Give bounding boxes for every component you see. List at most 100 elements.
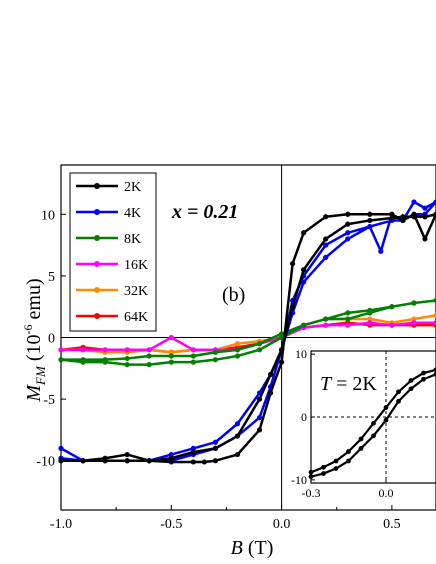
data-point bbox=[345, 211, 351, 217]
data-point bbox=[411, 300, 417, 306]
data-point bbox=[168, 353, 174, 359]
legend-marker bbox=[94, 261, 100, 267]
data-point bbox=[234, 433, 241, 439]
data-point bbox=[190, 445, 196, 451]
data-point bbox=[323, 236, 329, 242]
inset-data-point bbox=[433, 371, 436, 377]
inset-y-tick-label: 0 bbox=[301, 410, 307, 424]
data-point bbox=[345, 230, 351, 236]
data-point bbox=[234, 353, 241, 359]
data-point bbox=[367, 320, 373, 326]
data-point bbox=[367, 224, 373, 230]
data-point bbox=[411, 199, 417, 205]
data-point bbox=[301, 279, 307, 285]
inset-data-point bbox=[396, 389, 401, 395]
data-point bbox=[389, 304, 395, 310]
legend-label: 16K bbox=[124, 258, 148, 273]
data-point bbox=[378, 248, 384, 254]
legend-entry: 4K bbox=[76, 206, 141, 221]
data-point bbox=[102, 455, 108, 461]
data-point bbox=[124, 458, 130, 464]
data-point bbox=[345, 316, 351, 322]
data-point bbox=[168, 459, 174, 465]
inset-data-point bbox=[396, 398, 401, 404]
legend-label: 32K bbox=[124, 284, 148, 299]
data-point bbox=[256, 341, 263, 347]
data-point bbox=[433, 211, 436, 217]
data-point bbox=[389, 322, 395, 328]
data-point bbox=[58, 458, 64, 464]
legend-label: 64K bbox=[124, 310, 148, 325]
data-point bbox=[389, 215, 395, 221]
data-point bbox=[212, 458, 219, 464]
data-point bbox=[80, 458, 86, 464]
legend-marker bbox=[94, 235, 100, 241]
data-point bbox=[422, 236, 428, 242]
inset-data-point bbox=[383, 417, 389, 423]
inset-series-1 bbox=[308, 371, 436, 480]
data-point bbox=[234, 341, 241, 347]
main-plot: -1.0 -0.5 0.0 0.5 -10 -5 0 5 10 bbox=[36, 164, 436, 532]
y-tick-label: 10 bbox=[41, 208, 55, 223]
data-point bbox=[201, 459, 207, 465]
data-point bbox=[234, 421, 241, 427]
inset-x-tick-label: 0.0 bbox=[379, 486, 394, 500]
y-axis-label: MFM (10-6 emu) bbox=[21, 278, 48, 402]
data-point bbox=[212, 349, 219, 355]
legend-entry: 64K bbox=[76, 310, 148, 325]
legend-marker bbox=[94, 313, 100, 319]
inset-data-point bbox=[408, 386, 414, 392]
data-point bbox=[58, 357, 64, 363]
inset-data-point bbox=[371, 433, 376, 439]
data-point bbox=[124, 347, 130, 353]
y-tick-label: -5 bbox=[43, 393, 55, 408]
y-tick-label: 5 bbox=[48, 270, 55, 285]
x-tick-label: 0.5 bbox=[383, 517, 401, 532]
inset-data-point bbox=[383, 405, 389, 410]
x-tick-label: -0.5 bbox=[160, 517, 182, 532]
x-tick-label: 0.0 bbox=[273, 517, 291, 532]
data-point bbox=[168, 451, 174, 458]
data-point bbox=[256, 347, 263, 353]
data-point bbox=[433, 312, 436, 318]
data-point bbox=[234, 451, 241, 458]
data-point bbox=[323, 316, 329, 322]
data-point bbox=[301, 267, 307, 273]
data-point bbox=[422, 205, 428, 211]
data-point bbox=[301, 322, 307, 328]
data-point bbox=[256, 427, 263, 433]
legend: 2K 4K 8K 16K 32K 64K bbox=[69, 172, 157, 332]
data-point bbox=[267, 390, 274, 396]
y-tick-label: -10 bbox=[36, 455, 55, 470]
data-point bbox=[433, 320, 436, 326]
inset-data-point bbox=[308, 469, 314, 475]
inset-data-point bbox=[333, 458, 339, 464]
data-point bbox=[290, 260, 296, 267]
inset-data-point bbox=[333, 466, 339, 471]
inset-data-point bbox=[371, 420, 376, 426]
data-point bbox=[146, 347, 152, 353]
inset-data-point bbox=[346, 449, 351, 454]
inset-data-point bbox=[421, 376, 426, 382]
data-point bbox=[80, 347, 86, 353]
inset-data-point bbox=[321, 471, 326, 476]
data-point bbox=[267, 371, 274, 378]
inset-plot: -0.3 0.0 -10 0 10 bbox=[291, 347, 436, 500]
data-point bbox=[102, 347, 108, 353]
inset-y-tick-label: 10 bbox=[295, 347, 307, 361]
inset-data-point bbox=[321, 464, 326, 470]
data-point bbox=[345, 236, 351, 242]
inset-y-tick-label: -10 bbox=[291, 473, 307, 487]
legend-label: 2K bbox=[124, 180, 141, 195]
inset-data-point bbox=[408, 378, 414, 383]
series-line bbox=[61, 314, 436, 354]
data-point bbox=[168, 359, 174, 365]
data-point bbox=[58, 347, 64, 353]
data-point bbox=[212, 439, 219, 445]
legend-entry: 32K bbox=[76, 284, 148, 299]
data-point bbox=[124, 362, 130, 368]
data-point bbox=[190, 353, 196, 359]
data-point bbox=[323, 322, 329, 328]
data-point bbox=[190, 449, 196, 455]
